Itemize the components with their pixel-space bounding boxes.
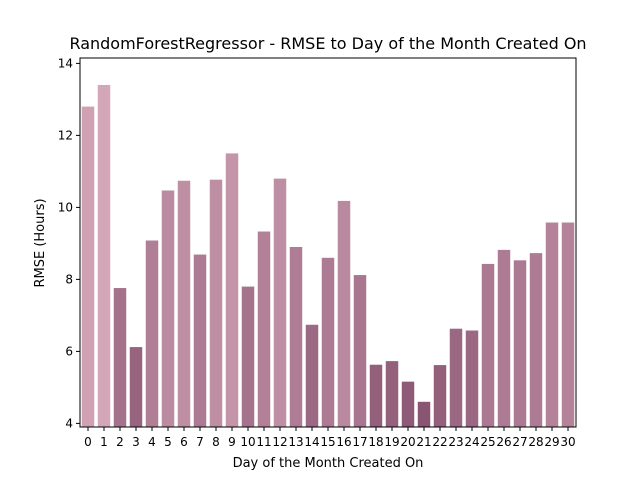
x-tick-label: 27 <box>512 435 527 449</box>
bar-26 <box>497 249 511 427</box>
bar-4 <box>145 240 159 427</box>
x-tick-label: 7 <box>196 435 204 449</box>
x-tick-label: 21 <box>416 435 431 449</box>
bar-1 <box>97 85 111 427</box>
bar-30 <box>561 222 575 427</box>
bar-21 <box>417 401 431 427</box>
x-tick-label: 0 <box>84 435 92 449</box>
x-axis-label: Day of the Month Created On <box>233 456 424 471</box>
x-tick-label: 26 <box>496 435 511 449</box>
x-tick-label: 2 <box>116 435 124 449</box>
y-tick-label: 14 <box>58 56 73 70</box>
x-ticks-group: 0 1 2 3 4 5 6 7 8 9 10 11 12 13 14 15 16 17 18 19 20 21 22 23 24… <box>84 427 576 449</box>
x-tick-label: 17 <box>352 435 367 449</box>
x-tick-label: 29 <box>544 435 559 449</box>
x-tick-label: 6 <box>180 435 188 449</box>
bar-2 <box>113 288 127 427</box>
bar-16 <box>337 200 351 427</box>
bar-28 <box>529 253 543 427</box>
x-tick-label: 25 <box>480 435 495 449</box>
bar-10 <box>241 286 255 427</box>
x-tick-label: 22 <box>432 435 447 449</box>
bar-9 <box>225 153 239 427</box>
chart-title: RandomForestRegressor - RMSE to Day of t… <box>69 34 586 53</box>
bar-13 <box>289 247 303 427</box>
bars-group <box>81 85 575 427</box>
y-tick-label: 4 <box>65 416 73 430</box>
bar-25 <box>481 263 495 427</box>
x-tick-label: 13 <box>288 435 303 449</box>
x-tick-label: 3 <box>132 435 140 449</box>
x-tick-label: 18 <box>368 435 383 449</box>
y-tick-label: 8 <box>65 272 73 286</box>
y-tick-label: 12 <box>58 128 73 142</box>
y-ticks-group: 4 6 8 10 12 14 <box>58 56 80 430</box>
x-tick-label: 24 <box>464 435 479 449</box>
bar-3 <box>129 347 143 427</box>
bar-27 <box>513 260 527 427</box>
x-tick-label: 9 <box>228 435 236 449</box>
x-tick-label: 19 <box>384 435 399 449</box>
bar-17 <box>353 275 367 427</box>
x-tick-label: 28 <box>528 435 543 449</box>
bar-24 <box>465 330 479 427</box>
bar-5 <box>161 190 175 427</box>
x-tick-label: 16 <box>336 435 351 449</box>
bar-15 <box>321 257 335 427</box>
bar-29 <box>545 222 559 427</box>
y-tick-label: 10 <box>58 200 73 214</box>
x-tick-label: 5 <box>164 435 172 449</box>
x-tick-label: 1 <box>100 435 108 449</box>
x-tick-label: 20 <box>400 435 415 449</box>
x-tick-label: 4 <box>148 435 156 449</box>
x-tick-label: 11 <box>256 435 271 449</box>
bar-8 <box>209 179 223 427</box>
x-tick-label: 10 <box>240 435 255 449</box>
bar-18 <box>369 364 383 427</box>
x-tick-label: 15 <box>320 435 335 449</box>
plot-frame <box>79 57 577 428</box>
x-tick-label: 23 <box>448 435 463 449</box>
y-tick-label: 6 <box>65 344 73 358</box>
x-tick-label: 30 <box>560 435 575 449</box>
bar-0 <box>81 106 95 427</box>
bar-6 <box>177 180 191 427</box>
y-axis-label: RMSE (Hours) <box>33 198 48 287</box>
bar-12 <box>273 178 287 427</box>
bar-20 <box>401 381 415 427</box>
bar-7 <box>193 254 207 427</box>
bar-14 <box>305 324 319 427</box>
bar-11 <box>257 231 271 427</box>
bar-19 <box>385 361 399 427</box>
bar-22 <box>433 365 447 427</box>
bar-23 <box>449 328 463 427</box>
x-tick-label: 12 <box>272 435 287 449</box>
x-tick-label: 14 <box>304 435 319 449</box>
x-tick-label: 8 <box>212 435 220 449</box>
